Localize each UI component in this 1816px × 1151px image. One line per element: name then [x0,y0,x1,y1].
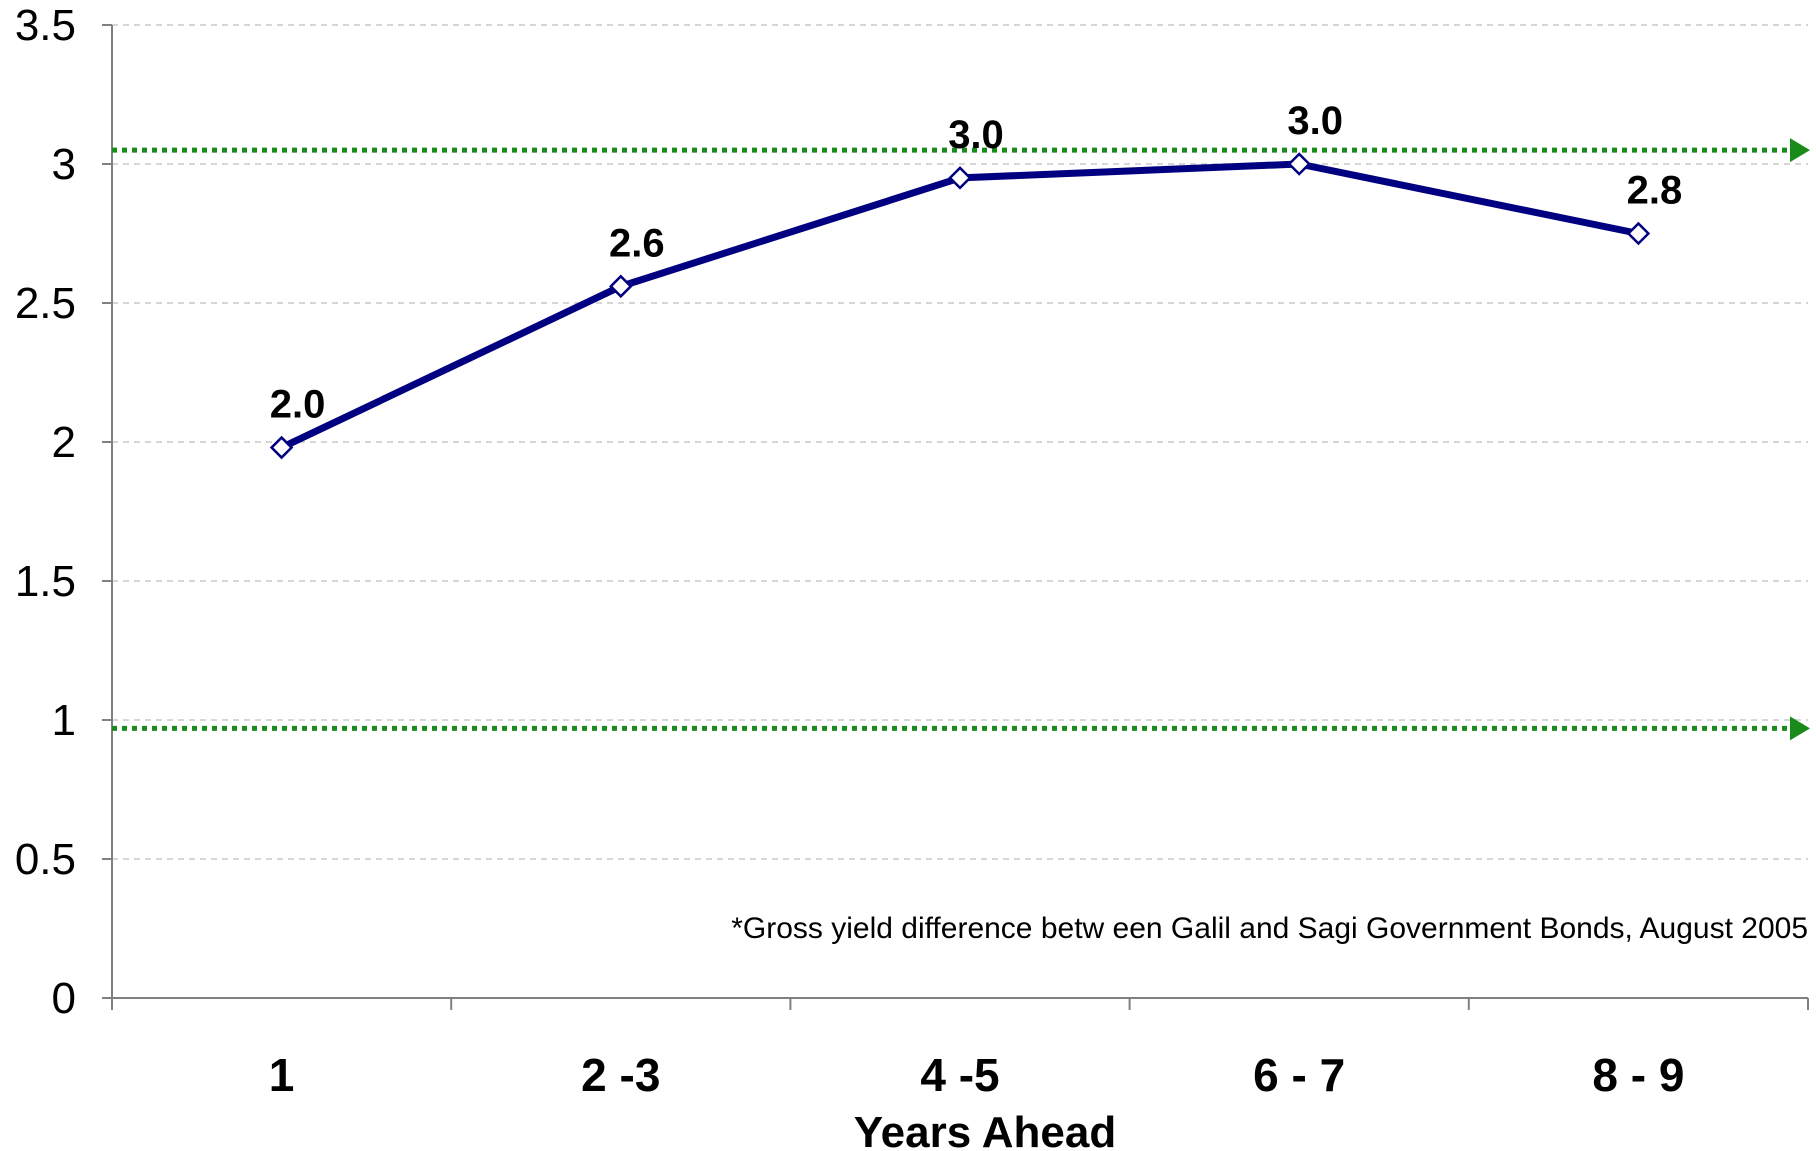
data-labels: 2.0 2.6 3.0 3.0 2.8 [270,99,1682,427]
y-tick-label: 2.5 [15,279,76,328]
y-tick-label: 0 [52,974,76,1023]
series [269,152,1651,460]
y-tick-labels: 0 0.5 1 1.5 2 2.5 3 3.5 [15,1,112,1023]
y-tick-label: 3.5 [15,1,76,50]
x-tick-labels: 1 2 -3 4 -5 6 - 7 8 - 9 [111,998,1809,1101]
x-tick-label: 8 - 9 [1592,1049,1684,1101]
data-point-marker [269,435,294,460]
gridlines [112,24,1808,860]
data-label: 3.0 [1287,99,1343,143]
reference-arrow [1790,138,1810,163]
data-point-marker [948,166,972,190]
data-point-marker [1287,152,1311,176]
series-line [278,160,1642,452]
x-tick-label: 2 -3 [581,1049,660,1101]
data-label: 3.0 [948,113,1004,157]
data-point-marker [609,274,633,299]
axes [111,25,1808,999]
y-tick-label: 2 [52,418,76,467]
reference-lines [112,138,1810,741]
y-tick-label: 3 [52,140,76,189]
data-label: 2.8 [1627,169,1683,213]
x-tick-label: 4 -5 [920,1049,999,1101]
data-point-marker [1626,221,1651,246]
reference-arrow [1790,716,1810,741]
y-tick-label: 0.5 [15,835,76,884]
y-tick-label: 1.5 [15,557,76,606]
x-tick-label: 1 [269,1049,295,1101]
y-tick-label: 1 [52,696,76,745]
x-tick-label: 6 - 7 [1253,1049,1345,1101]
data-label: 2.0 [270,383,326,427]
data-label: 2.6 [609,221,665,265]
x-axis-title: Years Ahead [854,1108,1117,1151]
chart-annotation: *Gross yield difference betw een Galil a… [731,912,1808,945]
